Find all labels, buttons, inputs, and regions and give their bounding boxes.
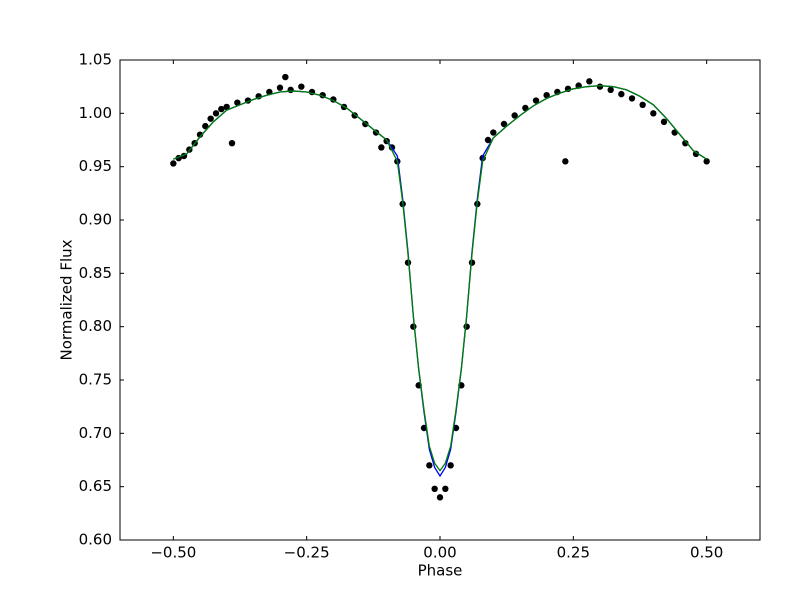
y-tick-label: 1.05 [79,51,112,69]
data-point [463,323,470,330]
y-tick-label: 0.65 [79,477,112,495]
data-point [436,494,444,501]
x-axis-label: Phase [418,562,463,580]
y-tick-label: 0.90 [79,211,112,229]
data-point [692,150,700,158]
data-point [562,158,569,165]
data-point [703,158,710,165]
data-point [207,115,214,122]
data-point [218,105,225,113]
data-point [298,83,305,90]
data-point [276,84,284,91]
data-point [682,140,689,147]
data-point [532,97,540,104]
y-tick-label: 0.60 [79,531,112,549]
data-point [596,83,604,90]
data-point [228,140,236,147]
data-point [618,90,625,98]
x-tick-label: 0.00 [423,544,456,562]
data-point [650,110,657,117]
y-tick-label: 0.75 [79,371,112,389]
x-tick-label: 0.25 [557,544,590,562]
data-point [234,99,241,106]
data-point [660,118,668,126]
data-point [628,95,636,102]
data-point [484,136,492,144]
data-point [282,73,289,81]
y-tick-label: 0.95 [79,157,112,175]
data-point [212,110,220,117]
data-point [378,144,385,151]
data-point [543,92,550,99]
data-point [426,462,433,469]
x-tick-label: 0.50 [690,544,723,562]
x-tick-label: −0.25 [284,544,330,562]
data-point [202,122,209,130]
x-tick-label: −0.50 [150,544,196,562]
y-tick-label: 0.85 [79,264,112,282]
data-point [500,120,508,128]
data-point [223,103,230,111]
data-point [431,485,438,492]
data-point [639,101,646,109]
data-point [522,104,529,112]
y-tick-label: 0.70 [79,424,112,442]
data-point [447,462,454,469]
data-point [586,78,593,85]
y-axis-label: Normalized Flux [58,239,76,360]
data-point [511,112,518,119]
y-tick-label: 1.00 [79,104,112,122]
y-tick-label: 0.80 [79,317,112,335]
data-point [196,131,204,138]
plot-area [170,73,710,501]
model-line [173,84,708,472]
data-point [170,160,177,167]
data-point [410,323,417,330]
data-point [442,485,449,492]
data-point [287,86,294,94]
data-point [490,129,497,136]
data-point [607,86,614,94]
